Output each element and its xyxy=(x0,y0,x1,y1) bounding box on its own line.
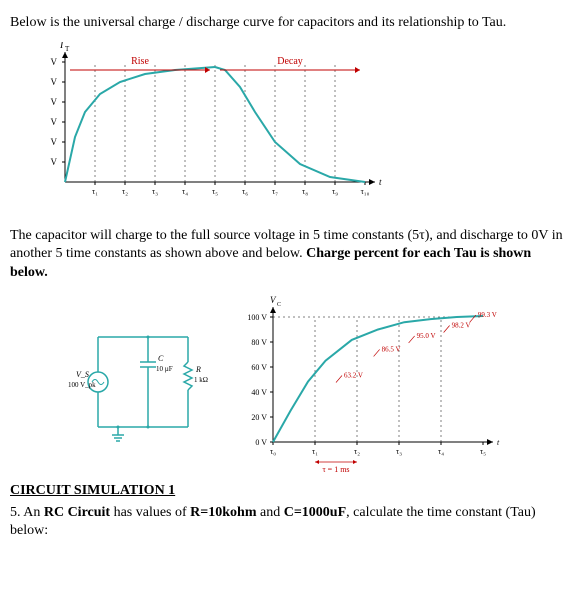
svg-text:τ₃: τ₃ xyxy=(396,447,402,456)
svg-text:τ₁: τ₁ xyxy=(312,447,318,456)
svg-text:τ₄: τ₄ xyxy=(182,187,188,196)
svg-text:1 kΩ: 1 kΩ xyxy=(194,376,208,384)
charge-percent-curve: 0 V 20 V 40 V 60 V 80 V 100 V τ₀ τ₁ τ₂ τ₃ τ₄ τ₅ 63.2… xyxy=(228,292,508,472)
svg-text:τ₂: τ₂ xyxy=(122,187,128,196)
rc-circuit-schematic: V_S 100 V_pk C 10 µF R 1 kΩ xyxy=(68,307,218,457)
svg-text:τ₉: τ₉ xyxy=(332,187,338,196)
svg-text:V: V xyxy=(51,77,58,87)
chart1-container: VVVVVVτ₁τ₂τ₃τ₄τ₅τ₆τ₇τ₈τ₉τ₁₀RiseDecayITt xyxy=(10,42,566,217)
svg-text:95.0 V: 95.0 V xyxy=(417,332,436,340)
svg-text:V: V xyxy=(270,295,277,305)
svg-text:τ₁₀: τ₁₀ xyxy=(361,187,370,196)
svg-text:τ₇: τ₇ xyxy=(272,187,278,196)
sim-heading: CIRCUIT SIMULATION 1 xyxy=(10,482,566,500)
svg-text:100 V_pk: 100 V_pk xyxy=(68,381,96,389)
svg-text:60 V: 60 V xyxy=(251,363,267,372)
svg-text:τ = 1 ms: τ = 1 ms xyxy=(322,465,349,472)
svg-text:V: V xyxy=(51,157,58,167)
svg-text:C: C xyxy=(158,354,164,363)
svg-text:τ₄: τ₄ xyxy=(438,447,444,456)
svg-text:10 µF: 10 µF xyxy=(156,365,173,373)
intro-text: Below is the universal charge / discharg… xyxy=(10,14,566,32)
svg-text:V: V xyxy=(51,57,58,67)
svg-text:40 V: 40 V xyxy=(251,388,267,397)
svg-text:R: R xyxy=(195,365,201,374)
svg-text:τ₁: τ₁ xyxy=(92,187,98,196)
svg-text:99.3 V: 99.3 V xyxy=(478,311,497,319)
svg-text:T: T xyxy=(65,45,70,53)
svg-text:C: C xyxy=(277,302,281,308)
q-bold1: RC Circuit xyxy=(44,505,110,520)
svg-text:86.5 V: 86.5 V xyxy=(382,345,401,353)
svg-text:τ₈: τ₈ xyxy=(302,187,308,196)
q-bold3: C=1000uF xyxy=(284,505,346,520)
svg-text:20 V: 20 V xyxy=(251,413,267,422)
q-mid: has values of xyxy=(110,505,190,520)
svg-text:63.2 V: 63.2 V xyxy=(344,371,363,379)
chart2-row: V_S 100 V_pk C 10 µF R 1 kΩ 0 V 20 V 40 V 60 V 80… xyxy=(10,292,566,472)
q-mid2: and xyxy=(257,505,284,520)
svg-text:I: I xyxy=(59,42,64,51)
q-bold2: R=10kohm xyxy=(190,505,256,520)
svg-text:Rise: Rise xyxy=(131,56,149,67)
svg-text:V: V xyxy=(51,117,58,127)
svg-text:V_S: V_S xyxy=(76,370,89,379)
svg-text:τ₅: τ₅ xyxy=(212,187,218,196)
q-prefix: 5. An xyxy=(10,505,44,520)
svg-text:τ₀: τ₀ xyxy=(270,447,276,456)
svg-text:0 V: 0 V xyxy=(255,438,267,447)
charge-discharge-curve: VVVVVVτ₁τ₂τ₃τ₄τ₅τ₆τ₇τ₈τ₉τ₁₀RiseDecayITt xyxy=(10,42,390,217)
svg-text:98.2 V: 98.2 V xyxy=(452,321,471,329)
svg-text:τ₃: τ₃ xyxy=(152,187,158,196)
svg-text:τ₂: τ₂ xyxy=(354,447,360,456)
question-text: 5. An RC Circuit has values of R=10kohm … xyxy=(10,504,566,540)
svg-text:t: t xyxy=(379,177,382,187)
svg-text:V: V xyxy=(51,137,58,147)
svg-text:100 V: 100 V xyxy=(247,313,267,322)
svg-text:Decay: Decay xyxy=(277,56,303,67)
svg-text:τ₅: τ₅ xyxy=(480,447,486,456)
svg-text:t: t xyxy=(497,438,500,447)
svg-text:80 V: 80 V xyxy=(251,338,267,347)
between-text: The capacitor will charge to the full so… xyxy=(10,227,566,282)
svg-text:V: V xyxy=(51,97,58,107)
svg-text:τ₆: τ₆ xyxy=(242,187,248,196)
